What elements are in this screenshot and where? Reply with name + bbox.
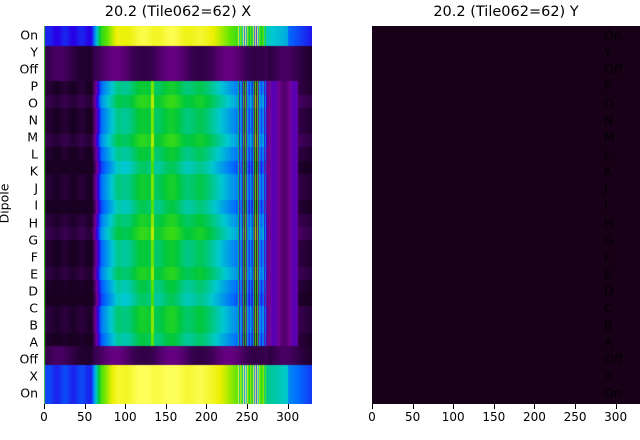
x-tick-mark bbox=[165, 404, 167, 409]
x-tick-label: 100 bbox=[441, 410, 465, 424]
dipole-left-item: L bbox=[31, 146, 38, 162]
dipole-left-item: Off bbox=[19, 351, 38, 367]
x-axis-left-panel: 0 50 100 150 200 250 300 bbox=[40, 404, 312, 438]
dipole-right-item: B bbox=[604, 317, 613, 333]
dipole-left-item: N bbox=[28, 112, 38, 128]
x-tick-mark bbox=[84, 404, 86, 409]
x-tick-label: 250 bbox=[235, 410, 259, 424]
dipole-right-item: H bbox=[604, 215, 614, 231]
x-tick-mark bbox=[206, 404, 208, 409]
x-tick-mark bbox=[44, 404, 45, 409]
dipole-right-item: Off bbox=[604, 61, 623, 77]
dipole-right-item: O bbox=[604, 95, 614, 111]
dipole-left-item: D bbox=[28, 283, 38, 299]
dipole-left-item: X bbox=[29, 368, 38, 384]
x-tick-mark bbox=[412, 404, 414, 409]
dipole-right-item: G bbox=[604, 232, 614, 248]
x-tick-label: 50 bbox=[76, 410, 93, 424]
x-tick-label: 150 bbox=[482, 410, 506, 424]
dipole-left-item: E bbox=[30, 266, 38, 282]
dipole-right-item: C bbox=[604, 300, 613, 316]
dipole-labels-right: On Y Off P O N M L K J I H G F E D C B A Off X On bbox=[600, 26, 640, 404]
x-tick-label: 300 bbox=[276, 410, 300, 424]
dipole-right-item: I bbox=[604, 197, 608, 213]
dipole-left-item: Y bbox=[30, 44, 38, 60]
dipole-right-item: N bbox=[604, 112, 614, 128]
dipole-right-item: On bbox=[604, 27, 622, 43]
x-tick-label: 0 bbox=[40, 410, 48, 424]
dipole-left-item: On bbox=[20, 385, 38, 401]
dipole-right-item: E bbox=[604, 266, 612, 282]
dipole-left-item: On bbox=[20, 27, 38, 43]
dipole-right-item: Off bbox=[604, 351, 623, 367]
x-tick-mark bbox=[534, 404, 536, 409]
dipole-right-item: Y bbox=[604, 44, 612, 60]
dipole-left-item: J bbox=[34, 180, 38, 196]
dipole-right-item: K bbox=[604, 163, 613, 179]
x-axis-right-panel: 0 50 100 150 200 250 300 bbox=[368, 404, 640, 438]
dipole-left-item: K bbox=[29, 163, 38, 179]
x-tick-label: 250 bbox=[563, 410, 587, 424]
dipole-right-item: A bbox=[604, 334, 613, 350]
x-tick-mark bbox=[372, 404, 373, 409]
x-tick-label: 150 bbox=[154, 410, 178, 424]
dipole-right-item: On bbox=[604, 385, 622, 401]
x-tick-mark bbox=[247, 404, 249, 409]
x-tick-label: 0 bbox=[368, 410, 376, 424]
dipole-left-item: I bbox=[34, 197, 38, 213]
heatmap-image-x bbox=[44, 26, 312, 404]
dipole-left-item: M bbox=[27, 129, 38, 145]
dipole-left-item: H bbox=[28, 215, 38, 231]
dipole-left-item: G bbox=[28, 232, 38, 248]
heatmap-image-y bbox=[372, 26, 640, 404]
dipole-left-item: O bbox=[28, 95, 38, 111]
x-tick-label: 50 bbox=[404, 410, 421, 424]
heatmap-panel-y[interactable] bbox=[372, 26, 640, 404]
dipole-left-item: P bbox=[30, 78, 38, 94]
dipole-right-item: F bbox=[604, 249, 612, 265]
dipole-right-item: P bbox=[604, 78, 612, 94]
panel-title-x: 20.2 (Tile062=62) X bbox=[104, 4, 252, 20]
dipole-labels-left: On Y Off P O N M L K J I H G F E D C B A Off X On bbox=[2, 26, 42, 404]
x-tick-label: 100 bbox=[113, 410, 137, 424]
x-tick-mark bbox=[453, 404, 455, 409]
x-tick-label: 300 bbox=[604, 410, 628, 424]
panel-title-y: 20.2 (Tile062=62) Y bbox=[433, 4, 579, 20]
dipole-right-item: M bbox=[604, 129, 615, 145]
x-tick-mark bbox=[125, 404, 127, 409]
x-tick-mark bbox=[493, 404, 495, 409]
dipole-right-item: D bbox=[604, 283, 614, 299]
dipole-right-item: L bbox=[604, 146, 611, 162]
dipole-left-item: A bbox=[29, 334, 38, 350]
dipole-left-item: B bbox=[29, 317, 38, 333]
dipole-left-item: Off bbox=[19, 61, 38, 77]
dipole-right-item: J bbox=[604, 180, 608, 196]
dipole-right-item: X bbox=[604, 368, 613, 384]
x-tick-mark bbox=[287, 404, 289, 409]
heatmap-canvas-x bbox=[44, 26, 312, 404]
dipole-left-item: C bbox=[29, 300, 38, 316]
x-tick-label: 200 bbox=[522, 410, 546, 424]
x-tick-mark bbox=[615, 404, 617, 409]
heatmap-canvas-y bbox=[372, 26, 640, 404]
x-tick-label: 200 bbox=[194, 410, 218, 424]
heatmap-panel-x[interactable] bbox=[44, 26, 312, 404]
dipole-left-item: F bbox=[30, 249, 38, 265]
x-tick-mark bbox=[575, 404, 577, 409]
